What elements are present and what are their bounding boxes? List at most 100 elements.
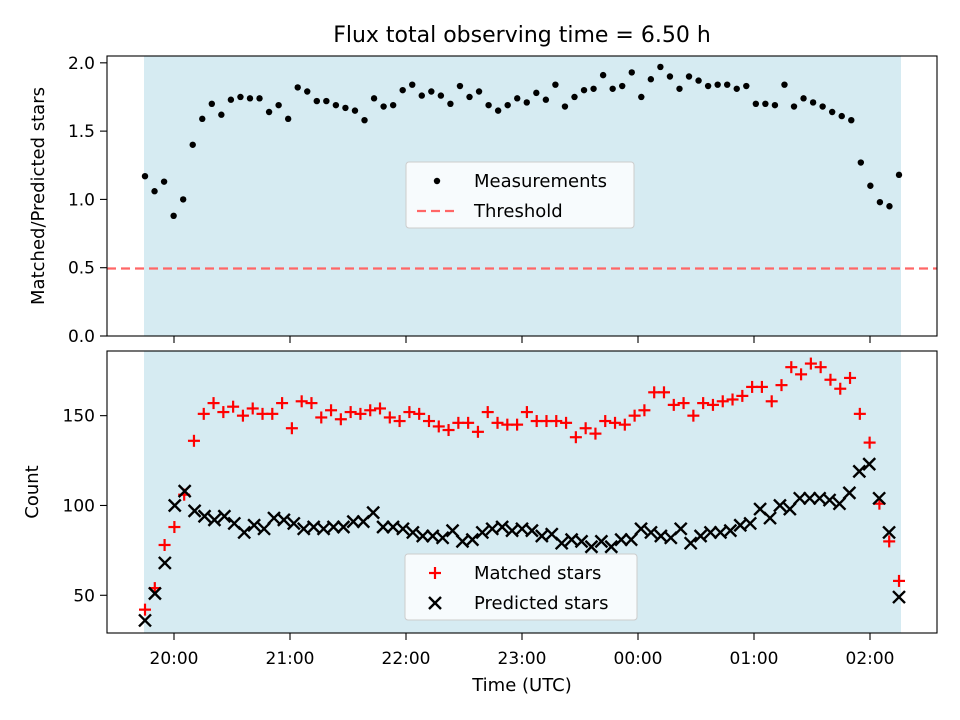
predicted-star-point bbox=[475, 525, 490, 540]
predicted-star-point bbox=[247, 518, 261, 533]
predicted-star-point bbox=[763, 511, 777, 525]
measurement-point bbox=[523, 99, 530, 106]
measurement-point bbox=[208, 100, 216, 108]
matched-star-point bbox=[883, 535, 896, 548]
measurement-point bbox=[447, 100, 454, 108]
top-legend-box bbox=[405, 161, 635, 229]
predicted-star-point bbox=[644, 525, 658, 540]
measurement-point bbox=[800, 95, 807, 102]
matched-star-point bbox=[364, 404, 377, 417]
measurement-point bbox=[685, 73, 693, 80]
measurement-point bbox=[275, 101, 282, 109]
measurement-point bbox=[876, 198, 884, 206]
predicted-star-point bbox=[525, 523, 539, 538]
measurement-point bbox=[580, 86, 588, 94]
bottom-legend-box bbox=[404, 553, 638, 621]
measurement-point bbox=[351, 107, 359, 114]
measurement-point bbox=[189, 141, 196, 148]
measurement-point bbox=[848, 116, 855, 124]
matched-star-point bbox=[383, 411, 396, 424]
matched-star-point bbox=[677, 397, 690, 410]
measurement-point bbox=[628, 69, 635, 76]
matched-star-point bbox=[834, 382, 847, 395]
measurement-point bbox=[743, 82, 750, 90]
top-y-ticks: 0.0 0.5 1.0 1.5 2.0 bbox=[68, 54, 107, 347]
matched-star-point bbox=[618, 418, 631, 431]
measurement-point bbox=[437, 92, 445, 99]
bottom-x-tick-label: 23:00 bbox=[498, 649, 547, 669]
measurement-point bbox=[571, 93, 578, 101]
matched-star-point bbox=[853, 407, 866, 420]
measurement-point bbox=[838, 112, 845, 120]
predicted-star-point bbox=[157, 556, 172, 570]
predicted-star-point bbox=[882, 525, 896, 540]
predicted-star-point bbox=[396, 521, 410, 536]
predicted-star-point bbox=[277, 512, 291, 527]
top-y-tick-label: 0.0 bbox=[68, 327, 95, 347]
bottom-x-ticks: 20:00 21:00 22:00 23:00 00:00 01:00 02:00 bbox=[150, 633, 895, 669]
measurement-point bbox=[895, 171, 903, 179]
measurement-point bbox=[771, 101, 779, 109]
matched-star-point bbox=[374, 402, 387, 415]
measurement-point bbox=[151, 188, 158, 195]
measurement-point bbox=[361, 116, 368, 124]
matched-star-point bbox=[432, 420, 445, 433]
measurement-point bbox=[466, 93, 473, 101]
predicted-star-point bbox=[217, 509, 232, 524]
matched-star-point bbox=[726, 393, 739, 406]
predicted-star-point bbox=[703, 525, 718, 540]
predicted-star-point bbox=[366, 505, 381, 520]
matched-star-point bbox=[139, 603, 151, 616]
measurement-point bbox=[170, 212, 177, 220]
predicted-star-point bbox=[743, 516, 758, 531]
matched-star-point bbox=[197, 407, 210, 420]
matched-star-point bbox=[697, 397, 710, 410]
matched-star-point bbox=[276, 397, 289, 410]
predicted-star-point bbox=[773, 498, 787, 513]
predicted-star-point bbox=[832, 496, 847, 511]
matched-star-point bbox=[775, 379, 788, 392]
measurement-point bbox=[332, 101, 340, 109]
legend-predicted-label: Predicted stars bbox=[474, 593, 608, 614]
predicted-star-point bbox=[197, 509, 212, 524]
matched-star-point bbox=[844, 371, 857, 384]
matched-star-point bbox=[187, 434, 200, 447]
predicted-star-point bbox=[802, 491, 817, 506]
matched-star-point bbox=[863, 436, 876, 449]
matched-star-point bbox=[227, 400, 240, 413]
matched-star-point bbox=[589, 427, 602, 440]
predicted-star-point bbox=[634, 521, 648, 536]
matched-star-point bbox=[246, 402, 259, 415]
predicted-star-point bbox=[822, 493, 837, 507]
matched-star-point bbox=[344, 406, 357, 419]
matched-star-point bbox=[442, 424, 455, 437]
matched-star-point bbox=[305, 397, 318, 410]
matched-star-point bbox=[462, 416, 475, 429]
bottom-x-tick-label: 02:00 bbox=[846, 649, 895, 669]
matched-star-point bbox=[481, 406, 494, 419]
measurement-point bbox=[294, 84, 301, 91]
matched-star-point bbox=[511, 418, 524, 431]
matched-star-point bbox=[550, 415, 563, 428]
measurement-point bbox=[485, 101, 492, 109]
measurement-point bbox=[590, 85, 597, 92]
measurement-point bbox=[752, 100, 760, 108]
measurement-point bbox=[676, 85, 683, 92]
predicted-star-point bbox=[376, 520, 390, 534]
predicted-star-point bbox=[783, 502, 797, 516]
bottom-x-tick-label: 20:00 bbox=[150, 649, 199, 669]
matched-star-point bbox=[687, 409, 700, 422]
measurement-point bbox=[886, 203, 893, 210]
bottom-y-ticks: 50 100 150 bbox=[63, 407, 107, 606]
measurement-point bbox=[724, 81, 731, 88]
predicted-star-point bbox=[257, 521, 271, 536]
predicted-star-point bbox=[207, 512, 222, 527]
predicted-star-point bbox=[435, 530, 450, 545]
matched-star-point bbox=[706, 398, 719, 411]
predicted-star-point bbox=[604, 539, 619, 554]
measurement-point bbox=[504, 101, 511, 109]
predicted-star-point bbox=[862, 457, 877, 472]
measurement-point bbox=[657, 63, 664, 71]
measurement-point bbox=[456, 82, 464, 90]
bottom-marks bbox=[138, 357, 906, 628]
